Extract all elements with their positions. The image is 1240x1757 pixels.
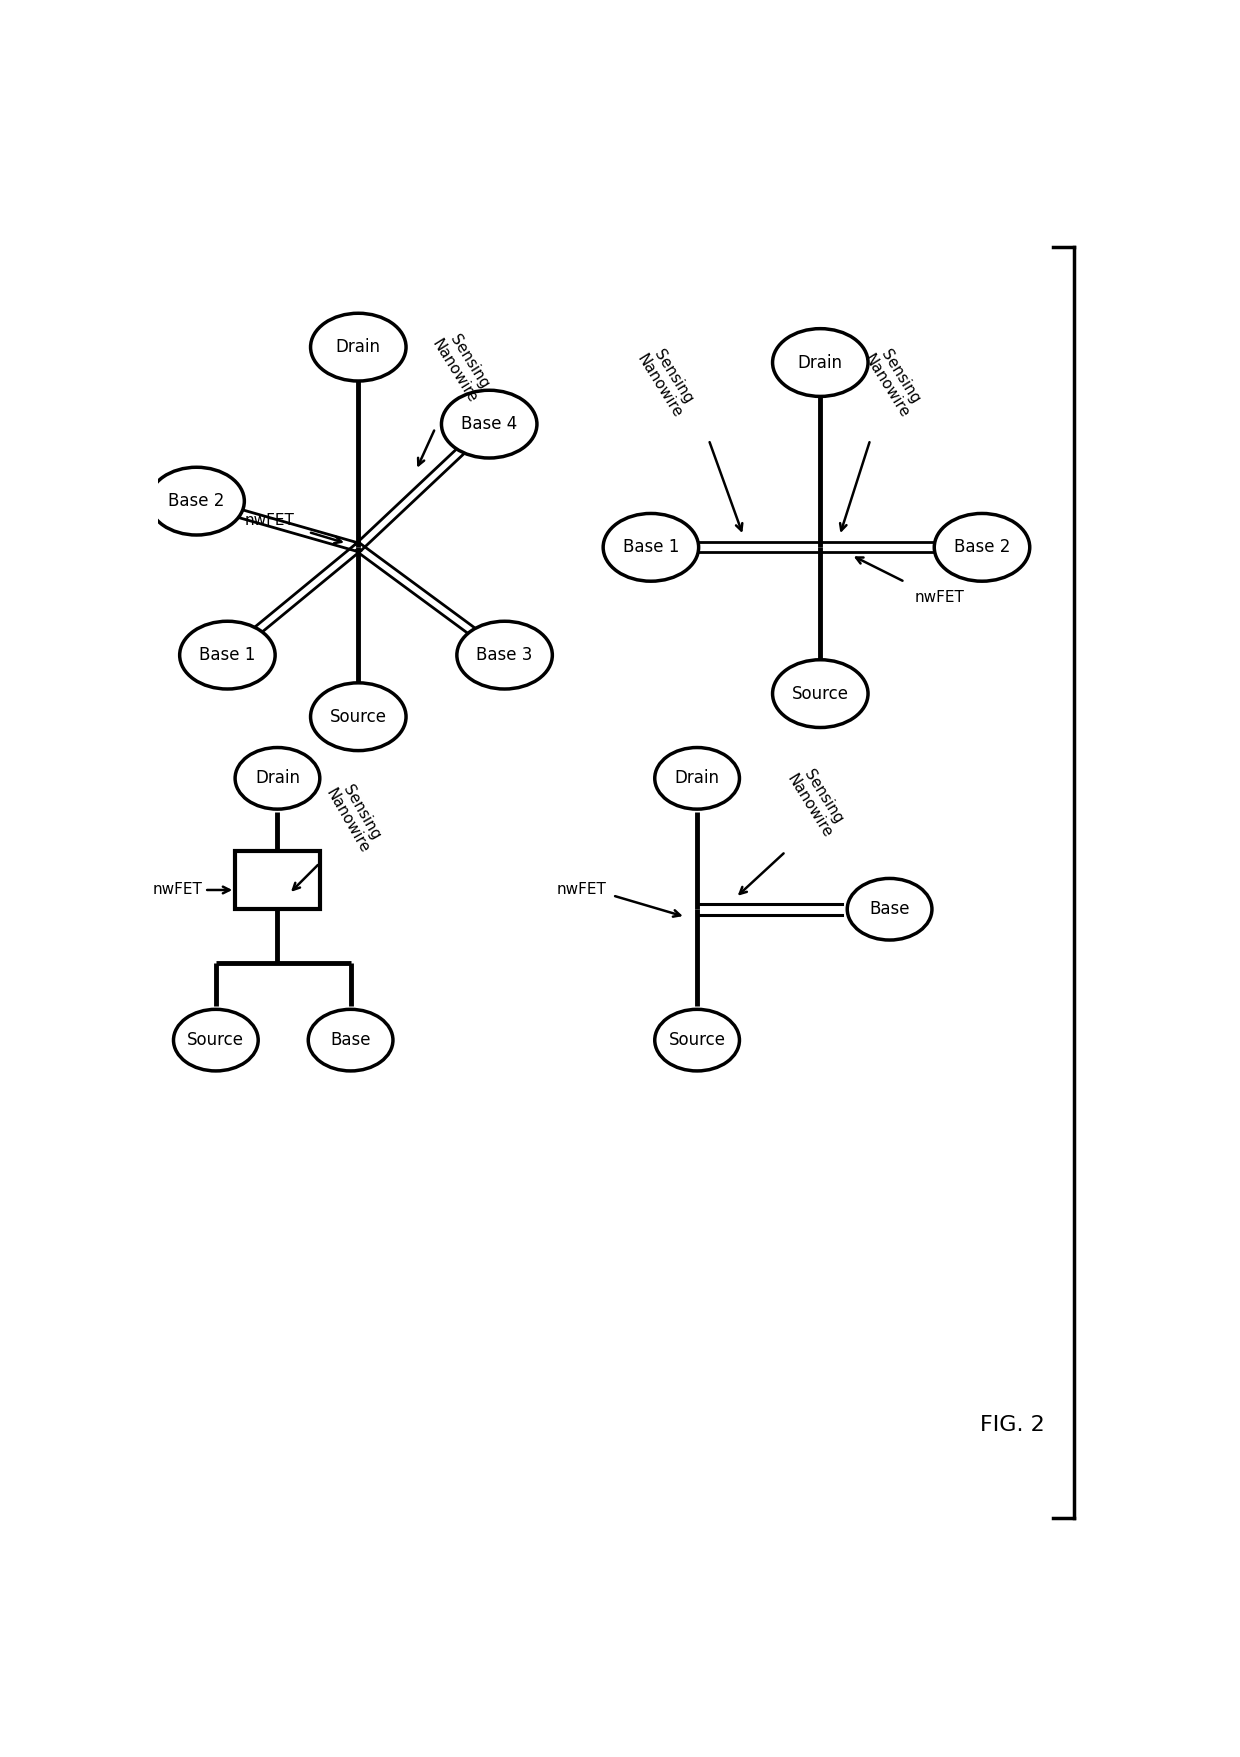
Ellipse shape (310, 683, 405, 750)
Text: Source: Source (792, 685, 849, 703)
Text: Sensing
Nanowire: Sensing Nanowire (861, 343, 926, 422)
Ellipse shape (847, 878, 932, 940)
Ellipse shape (603, 513, 698, 582)
Text: Base 2: Base 2 (169, 492, 224, 510)
Text: Sensing
Nanowire: Sensing Nanowire (429, 327, 495, 406)
Text: Drain: Drain (675, 770, 719, 787)
Ellipse shape (310, 313, 405, 381)
Text: Base: Base (330, 1031, 371, 1049)
Text: Source: Source (668, 1031, 725, 1049)
Ellipse shape (174, 1009, 258, 1072)
Ellipse shape (655, 747, 739, 810)
Ellipse shape (456, 622, 552, 689)
Text: Drain: Drain (336, 337, 381, 357)
Text: Sensing
Nanowire: Sensing Nanowire (322, 778, 387, 856)
Text: Base 1: Base 1 (200, 647, 255, 664)
Text: nwFET: nwFET (915, 590, 965, 604)
Text: Drain: Drain (255, 770, 300, 787)
Text: nwFET: nwFET (557, 882, 606, 898)
Text: Drain: Drain (797, 353, 843, 371)
Ellipse shape (934, 513, 1029, 582)
Text: Base: Base (869, 900, 910, 919)
Text: FIG. 2: FIG. 2 (981, 1414, 1045, 1435)
Text: Base 3: Base 3 (476, 647, 533, 664)
Ellipse shape (441, 390, 537, 459)
Ellipse shape (149, 467, 244, 536)
Ellipse shape (773, 329, 868, 397)
Text: Base 2: Base 2 (954, 538, 1011, 557)
Bar (236, 852, 320, 908)
Text: Base 1: Base 1 (622, 538, 680, 557)
Text: Sensing
Nanowire: Sensing Nanowire (784, 763, 849, 840)
Text: nwFET: nwFET (244, 513, 295, 527)
Text: Sensing
Nanowire: Sensing Nanowire (634, 343, 699, 422)
Text: Source: Source (330, 708, 387, 726)
Ellipse shape (773, 659, 868, 727)
Ellipse shape (309, 1009, 393, 1072)
Text: Base 4: Base 4 (461, 415, 517, 434)
Ellipse shape (236, 747, 320, 810)
Text: Source: Source (187, 1031, 244, 1049)
Ellipse shape (655, 1009, 739, 1072)
Text: nwFET: nwFET (153, 882, 202, 898)
Ellipse shape (180, 622, 275, 689)
